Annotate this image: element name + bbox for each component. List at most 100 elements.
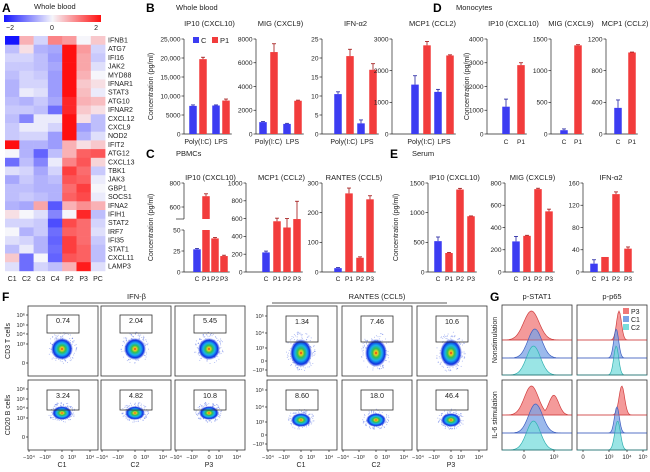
y-tick-label: 0 bbox=[544, 131, 548, 138]
heatmap-row-label: ATG10 bbox=[108, 98, 130, 105]
heatmap-cell bbox=[19, 183, 34, 193]
event-dot bbox=[219, 416, 221, 418]
event-dot bbox=[208, 403, 210, 405]
event-dot bbox=[52, 418, 54, 420]
event-dot bbox=[458, 338, 460, 340]
event-dot bbox=[296, 412, 298, 414]
sample-label: C1 bbox=[297, 462, 306, 469]
heatmap-cell bbox=[47, 149, 63, 159]
event-dot bbox=[287, 354, 289, 356]
event-dot bbox=[303, 412, 305, 414]
y-tick-label: 50 bbox=[173, 227, 181, 234]
event-dot bbox=[131, 334, 133, 336]
event-dot bbox=[144, 413, 146, 415]
event-dot bbox=[71, 407, 73, 409]
event-dot bbox=[73, 354, 75, 356]
event-dot bbox=[216, 419, 218, 421]
event-dot bbox=[212, 333, 214, 335]
heatmap-cell bbox=[62, 96, 77, 106]
y-tick-label: 10⁴ bbox=[16, 405, 25, 412]
event-dot bbox=[220, 340, 222, 342]
event-dot bbox=[72, 410, 74, 412]
panel-label-d: D bbox=[433, 1, 442, 15]
event-dot bbox=[123, 342, 125, 344]
event-dot bbox=[220, 346, 222, 348]
heatmap-cell bbox=[76, 175, 92, 185]
x-tick-label: C bbox=[336, 276, 341, 283]
event-dot bbox=[388, 417, 390, 419]
density-blob bbox=[125, 406, 145, 420]
event-dot bbox=[57, 402, 59, 404]
event-dot bbox=[363, 360, 365, 362]
event-dot bbox=[463, 353, 465, 355]
gate bbox=[360, 315, 394, 343]
heatmap-cell bbox=[33, 53, 49, 63]
event-dot bbox=[127, 406, 129, 408]
heatmap-cell bbox=[90, 36, 106, 45]
event-dot bbox=[463, 351, 465, 353]
y-tick-label: 800 bbox=[169, 180, 180, 187]
event-dot bbox=[208, 420, 210, 422]
event-dot bbox=[463, 342, 465, 344]
event-dot bbox=[311, 355, 313, 357]
row-label: CD3 T cells bbox=[5, 323, 12, 359]
event-dot bbox=[441, 412, 443, 414]
heatmap-cell bbox=[19, 96, 34, 106]
event-dot bbox=[221, 341, 223, 343]
event-dot bbox=[440, 363, 442, 365]
x-tick-label: P2 bbox=[211, 276, 219, 283]
event-dot bbox=[221, 349, 223, 351]
heatmap-cell bbox=[90, 157, 106, 167]
heatmap-cell bbox=[90, 96, 106, 106]
heatmap-cell bbox=[90, 105, 106, 115]
legend-label: C bbox=[201, 36, 207, 45]
heatmap-cell bbox=[5, 149, 20, 159]
gate bbox=[435, 315, 469, 343]
heatmap-cell bbox=[90, 227, 106, 237]
event-dot bbox=[459, 414, 461, 416]
x-tick-label: 0 bbox=[581, 455, 585, 461]
heatmap-cell bbox=[47, 105, 63, 115]
event-dot bbox=[131, 335, 133, 337]
event-dot bbox=[124, 337, 126, 339]
event-dot bbox=[204, 402, 206, 404]
heatmap-cell bbox=[33, 114, 49, 124]
gate-percent: 1.34 bbox=[295, 317, 309, 326]
heatmap-row-label: SOCS1 bbox=[108, 194, 132, 201]
event-dot bbox=[379, 411, 381, 413]
event-dot bbox=[451, 428, 453, 430]
event-dot bbox=[369, 427, 371, 429]
event-dot bbox=[385, 422, 387, 424]
x-tick-label: 10⁴ bbox=[233, 454, 242, 461]
flow-group-title: RANTES (CCL5) bbox=[349, 292, 406, 301]
x-tick-label: P1 bbox=[523, 276, 531, 283]
y-tick-label: 400 bbox=[231, 234, 242, 241]
y-tick-label: −10³ bbox=[253, 368, 264, 374]
bar bbox=[202, 230, 210, 272]
event-dot bbox=[312, 352, 314, 354]
event-dot bbox=[200, 404, 202, 406]
chart-title: MIG (CXCL9) bbox=[548, 19, 594, 28]
y-tick-label: 10⁶ bbox=[16, 386, 25, 393]
event-dot bbox=[195, 343, 197, 345]
y-tick-label: 0 bbox=[498, 269, 502, 276]
y-tick-label: 10⁵ bbox=[16, 322, 25, 329]
event-dot bbox=[200, 417, 202, 419]
event-dot bbox=[60, 336, 62, 338]
event-dot bbox=[212, 405, 214, 407]
event-dot bbox=[371, 338, 373, 340]
x-tick-label: LPS bbox=[286, 139, 300, 146]
heatmap-cell bbox=[5, 183, 20, 193]
event-dot bbox=[48, 414, 50, 416]
x-tick-label: C bbox=[195, 276, 200, 283]
event-dot bbox=[57, 337, 59, 339]
event-dot bbox=[455, 413, 457, 415]
gate-percent: 10.6 bbox=[445, 317, 459, 326]
heatmap-cell bbox=[5, 79, 20, 89]
event-dot bbox=[62, 335, 64, 337]
gate bbox=[46, 389, 80, 411]
event-dot bbox=[55, 337, 57, 339]
bar bbox=[202, 196, 210, 219]
event-dot bbox=[458, 342, 460, 344]
event-dot bbox=[363, 349, 365, 351]
